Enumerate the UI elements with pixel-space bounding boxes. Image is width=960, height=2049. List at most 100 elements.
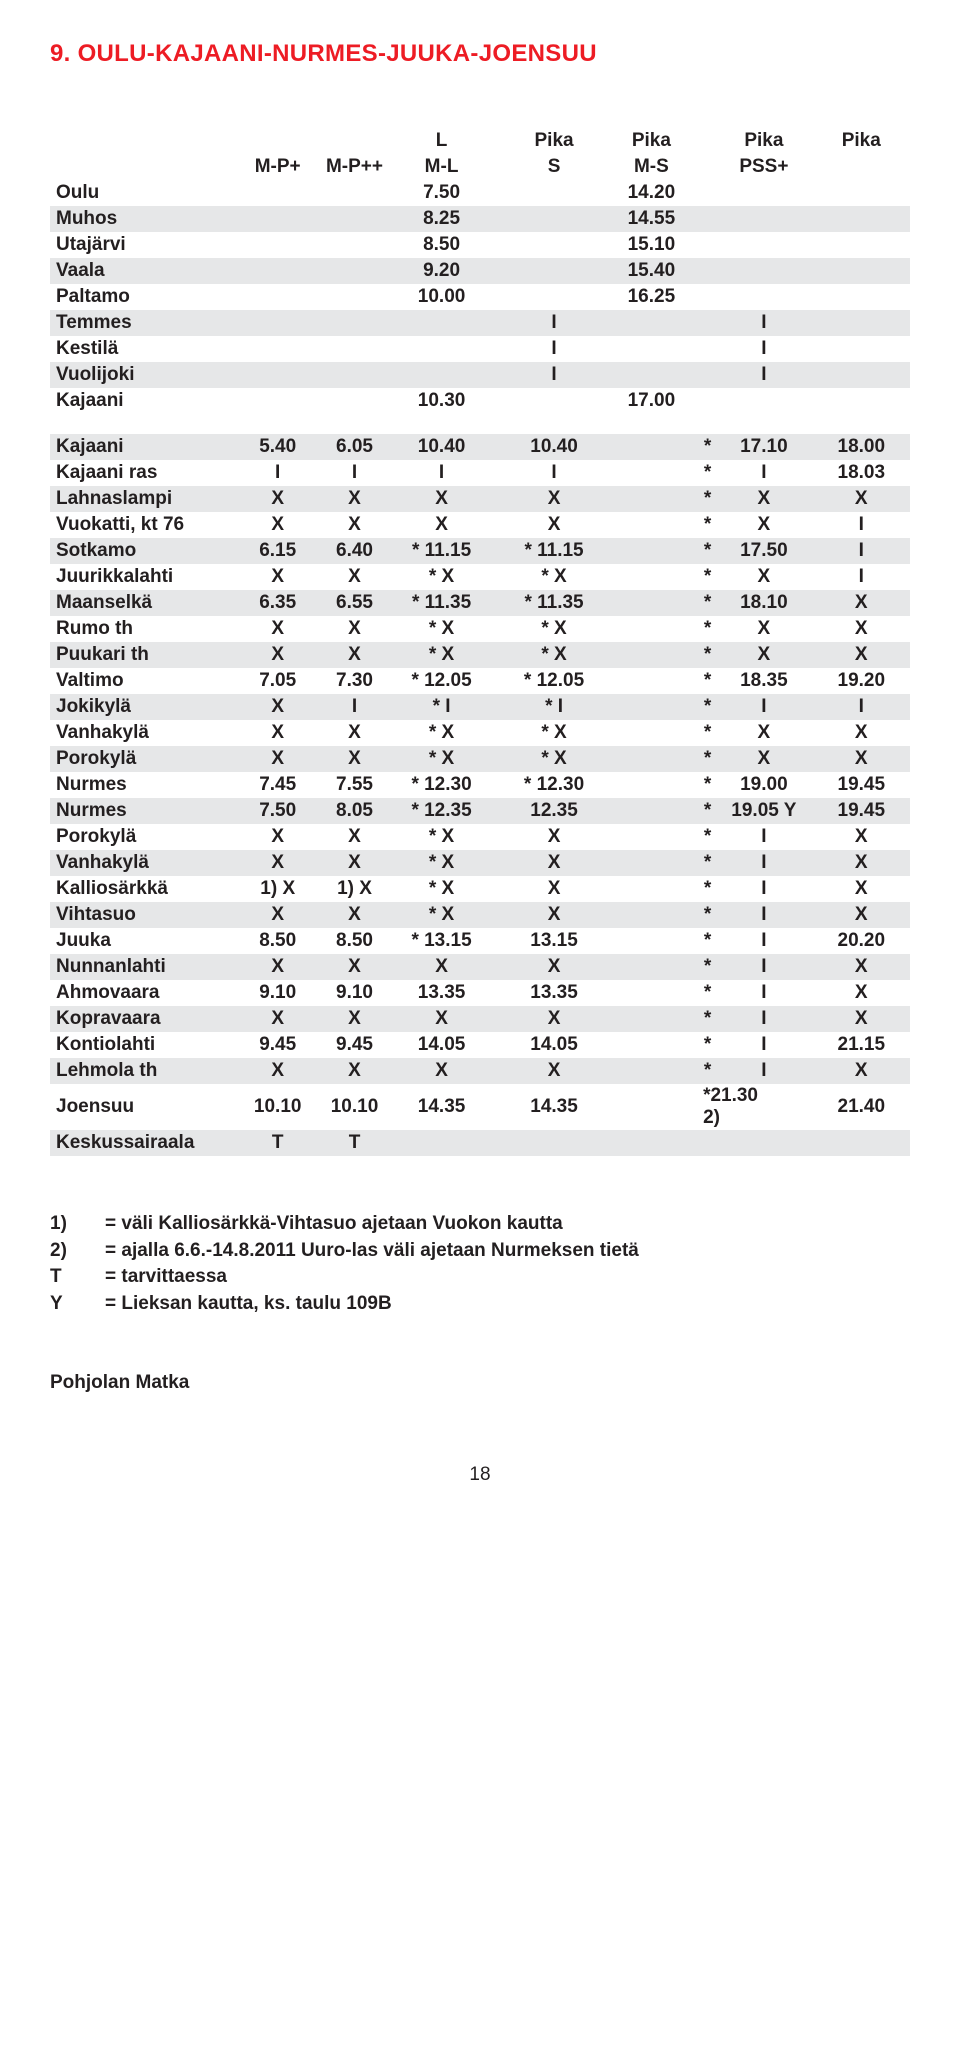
cell	[603, 616, 700, 642]
cell: *	[700, 798, 715, 824]
cell	[490, 902, 505, 928]
cell	[239, 284, 316, 310]
cell: X	[813, 902, 910, 928]
table-row: Juuka8.508.50* 13.1513.15*I20.20	[50, 928, 910, 954]
stop-name: Oulu	[50, 180, 239, 206]
footnote-key: Y	[50, 1291, 105, 1317]
cell	[813, 336, 910, 362]
cell	[603, 590, 700, 616]
cell: X	[239, 1006, 316, 1032]
cell	[603, 310, 700, 336]
cell	[316, 258, 393, 284]
cell: X	[813, 486, 910, 512]
cell: 14.35	[393, 1084, 490, 1130]
stop-name: Vihtasuo	[50, 902, 239, 928]
table-row: Paltamo10.0016.25	[50, 284, 910, 310]
cell	[490, 928, 505, 954]
cell	[603, 876, 700, 902]
cell: *	[700, 876, 715, 902]
cell	[239, 206, 316, 232]
cell: I	[715, 336, 812, 362]
cell: X	[316, 850, 393, 876]
stop-name: Kontiolahti	[50, 1032, 239, 1058]
cell	[316, 206, 393, 232]
footnote: Y= Lieksan kautta, ks. taulu 109B	[50, 1291, 910, 1317]
column-header: M-P+	[239, 154, 316, 180]
cell	[603, 902, 700, 928]
cell: X	[813, 876, 910, 902]
cell: 10.30	[393, 388, 490, 414]
stop-name: Keskussairaala	[50, 1130, 239, 1156]
cell: X	[239, 720, 316, 746]
timetable-block-1: Oulu7.5014.20Muhos8.2514.55Utajärvi8.501…	[50, 180, 910, 414]
cell: 7.45	[239, 772, 316, 798]
cell	[490, 772, 505, 798]
cell: 6.40	[316, 538, 393, 564]
cell: X	[715, 746, 812, 772]
cell	[603, 772, 700, 798]
cell: 21.15	[813, 1032, 910, 1058]
cell: I	[813, 694, 910, 720]
cell: 7.50	[393, 180, 490, 206]
cell	[316, 232, 393, 258]
stop-name: Juuka	[50, 928, 239, 954]
cell	[490, 232, 505, 258]
cell: 14.05	[393, 1032, 490, 1058]
cell	[490, 746, 505, 772]
column-header	[490, 154, 505, 180]
cell: 9.45	[239, 1032, 316, 1058]
cell	[700, 284, 715, 310]
cell	[700, 180, 715, 206]
cell	[813, 206, 910, 232]
stop-name: Vaala	[50, 258, 239, 284]
cell	[700, 388, 715, 414]
cell	[603, 1006, 700, 1032]
table-row: Kalliosärkkä1) X1) X* XX*IX	[50, 876, 910, 902]
stop-name: Porokylä	[50, 746, 239, 772]
cell	[490, 258, 505, 284]
cell	[813, 310, 910, 336]
cell	[490, 388, 505, 414]
cell	[700, 336, 715, 362]
cell: I	[813, 564, 910, 590]
cell	[715, 1130, 812, 1156]
cell: 18.35	[715, 668, 812, 694]
cell	[603, 336, 700, 362]
column-header: PSS+	[715, 154, 812, 180]
table-row: Nurmes7.508.05* 12.3512.35*19.05 Y19.45	[50, 798, 910, 824]
table-row: Kajaani rasIIII*I18.03	[50, 460, 910, 486]
footnote-text: = tarvittaessa	[105, 1266, 227, 1287]
cell: 1) X	[316, 876, 393, 902]
cell: 8.50	[239, 928, 316, 954]
column-header	[700, 154, 715, 180]
cell	[603, 460, 700, 486]
cell: * 12.05	[393, 668, 490, 694]
cell: * 13.15	[393, 928, 490, 954]
cell	[490, 720, 505, 746]
stop-name: Kajaani	[50, 388, 239, 414]
cell: X	[239, 694, 316, 720]
cell: X	[813, 720, 910, 746]
table-row: VuolijokiII	[50, 362, 910, 388]
cell	[505, 1130, 602, 1156]
cell	[505, 232, 602, 258]
cell	[603, 980, 700, 1006]
stop-name: Utajärvi	[50, 232, 239, 258]
cell	[700, 232, 715, 258]
cell	[603, 486, 700, 512]
cell	[490, 336, 505, 362]
cell	[490, 1058, 505, 1084]
cell: X	[239, 642, 316, 668]
table-row: KopravaaraXXXX*IX	[50, 1006, 910, 1032]
stop-name: Ahmovaara	[50, 980, 239, 1006]
column-header: Pika	[715, 128, 812, 154]
cell: 5.40	[239, 434, 316, 460]
cell	[505, 258, 602, 284]
cell: 10.10	[239, 1084, 316, 1130]
cell: 9.10	[316, 980, 393, 1006]
cell: 17.10	[715, 434, 812, 460]
cell: I	[393, 460, 490, 486]
cell: * 12.30	[393, 772, 490, 798]
cell: 8.25	[393, 206, 490, 232]
cell	[393, 336, 490, 362]
